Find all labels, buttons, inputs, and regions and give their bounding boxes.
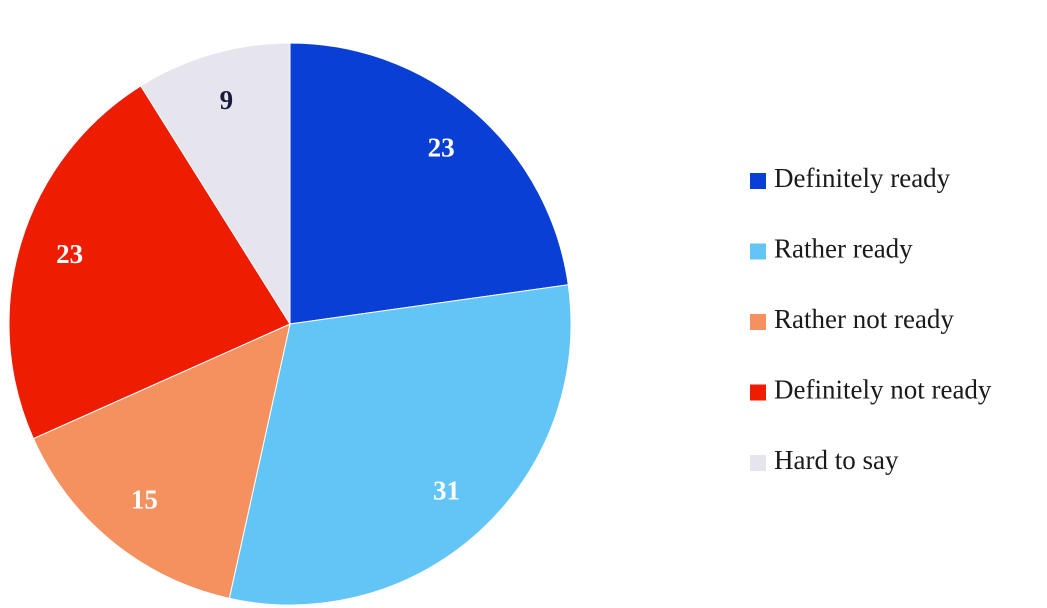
legend-swatch <box>750 384 766 401</box>
slice-label: 23 <box>56 239 83 269</box>
slice-label: 15 <box>131 485 158 515</box>
legend-swatch <box>750 173 766 189</box>
slice-label: 31 <box>433 475 460 505</box>
legend-swatch <box>750 455 766 471</box>
legend-text: Definitely ready <box>774 163 951 193</box>
slice-label: 9 <box>220 85 234 115</box>
pie-slice <box>289 42 569 325</box>
legend-text: Hard to say <box>774 445 899 475</box>
pie-slice <box>32 323 291 599</box>
pie-slice <box>140 42 291 326</box>
legend-text: Definitely not ready <box>774 375 992 405</box>
pie-slice <box>8 85 291 440</box>
legend-text: Rather not ready <box>774 304 954 334</box>
slice-label: 23 <box>428 132 455 162</box>
legend-swatch <box>750 243 766 260</box>
legend-swatch <box>750 314 766 330</box>
legend-text: Rather ready <box>774 234 913 264</box>
pie-slice <box>228 284 572 606</box>
